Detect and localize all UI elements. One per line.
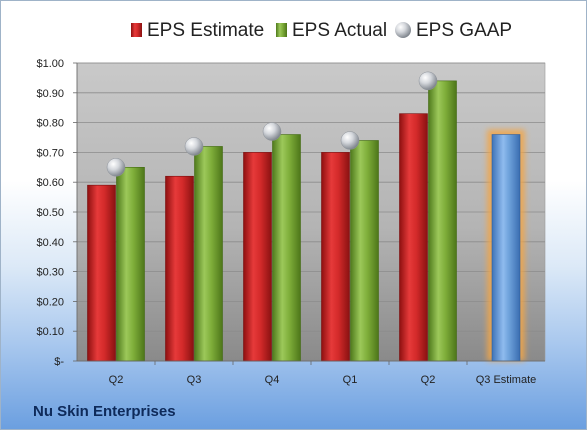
- x-tick-label: Q2: [421, 374, 436, 386]
- bar-eps-actual: [194, 146, 223, 362]
- legend-label-estimate: EPS Estimate: [147, 20, 264, 41]
- bar-eps-estimate: [87, 184, 116, 362]
- bar-eps-estimate: [243, 152, 272, 362]
- y-tick-label: $1.00: [36, 58, 64, 70]
- marker-eps-gaap: [418, 71, 438, 91]
- y-tick-label: $0.30: [36, 267, 64, 279]
- marker-eps-gaap: [106, 158, 126, 177]
- company-name: Nu Skin Enterprises: [33, 403, 176, 420]
- legend-swatch-estimate: [131, 23, 142, 37]
- y-tick-label: $0.10: [36, 326, 64, 338]
- legend-swatch-gaap: [395, 22, 411, 38]
- x-tick-label: Q3: [187, 374, 202, 386]
- y-tick-label: $0.40: [36, 237, 64, 249]
- y-tick-label: $0.80: [36, 118, 64, 130]
- y-tick-label: $0.20: [36, 296, 64, 308]
- x-tick-label: Q2: [109, 374, 124, 386]
- marker-eps-gaap: [340, 131, 360, 150]
- bar-eps-actual: [428, 80, 457, 362]
- y-tick-label: $-: [54, 356, 64, 368]
- y-axis: $- $0.10 $0.20 $0.30 $0.40 $0.50 $0.60 $0.70 $0.…: [36, 58, 78, 368]
- bar-q3-estimate: [491, 134, 521, 362]
- y-tick-label: $0.70: [36, 147, 64, 159]
- legend: EPS Estimate EPS Actual EPS GAAP: [131, 20, 512, 41]
- bar-eps-estimate: [399, 113, 428, 362]
- gaap-markers: [106, 71, 438, 177]
- x-tick-label: Q4: [265, 374, 280, 386]
- bar-eps-actual: [350, 140, 379, 362]
- y-tick-label: $0.60: [36, 177, 64, 189]
- y-tick-label: $0.90: [36, 88, 64, 100]
- marker-eps-gaap: [184, 137, 204, 156]
- y-tick-label: $0.50: [36, 207, 64, 219]
- marker-eps-gaap: [262, 122, 282, 141]
- x-tick-label: Q3 Estimate: [476, 374, 537, 386]
- legend-label-gaap: EPS GAAP: [416, 20, 512, 41]
- x-axis: Q2 Q3 Q4 Q1 Q2 Q3 Estimate: [77, 360, 545, 386]
- x-tick-label: Q1: [343, 374, 358, 386]
- bar-eps-estimate: [165, 175, 194, 362]
- legend-label-actual: EPS Actual: [292, 20, 387, 41]
- bar-eps-actual: [116, 167, 145, 362]
- legend-swatch-actual: [276, 23, 287, 37]
- bar-eps-estimate: [321, 152, 350, 362]
- bars: [87, 80, 525, 362]
- bar-eps-actual: [272, 134, 301, 362]
